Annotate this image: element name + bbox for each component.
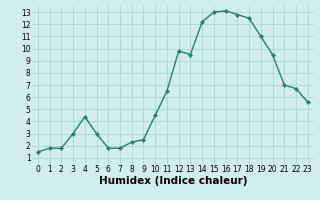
X-axis label: Humidex (Indice chaleur): Humidex (Indice chaleur) bbox=[99, 176, 247, 186]
